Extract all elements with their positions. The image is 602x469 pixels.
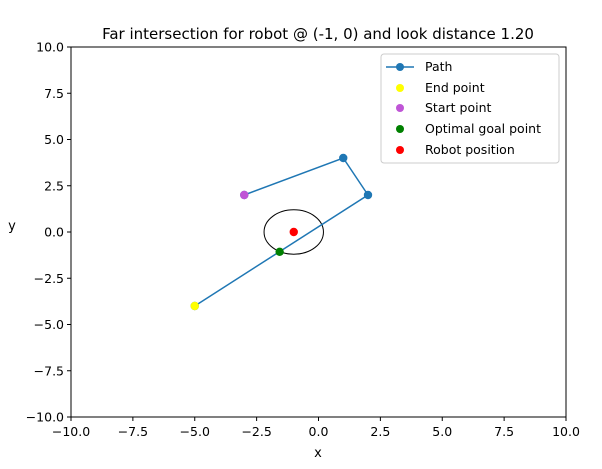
y-tick-label: −2.5 [34, 271, 64, 286]
y-tick-label: 7.5 [44, 86, 64, 101]
x-axis-label: x [314, 446, 322, 461]
y-axis: −10.0 −7.5 −5.0 −2.5 0.0 2.5 5.0 7.5 10.0 [26, 40, 71, 425]
y-tick-label: 5.0 [44, 132, 64, 147]
x-tick-label: 10.0 [552, 424, 580, 439]
legend-frame [380, 53, 560, 164]
legend-entry-path: Path [386, 59, 452, 74]
x-tick-label: 2.5 [370, 424, 390, 439]
x-axis: −10.0 −7.5 −5.0 −2.5 0.0 2.5 5.0 7.5 10.0 [52, 417, 580, 439]
legend-entry-robot: Robot position [396, 142, 515, 157]
x-tick-label: −10.0 [52, 424, 90, 439]
legend-goal-point-marker [396, 125, 404, 133]
legend-path-label: Path [425, 59, 452, 74]
y-tick-label: −10.0 [26, 410, 64, 425]
x-tick-label: 5.0 [432, 424, 452, 439]
legend-end-point-marker [396, 84, 404, 92]
x-tick-label: −7.5 [118, 424, 148, 439]
y-axis-label: y [8, 219, 16, 234]
x-tick-label: 0.0 [309, 424, 329, 439]
legend-path-marker [396, 63, 404, 71]
y-tick-label: −5.0 [34, 317, 64, 332]
x-tick-label: −5.0 [180, 424, 210, 439]
start-point-marker [240, 190, 249, 200]
goal-point-marker [275, 247, 284, 256]
legend-start-point-marker [396, 104, 404, 112]
end-point-marker [190, 301, 199, 311]
legend: Path End point Start point Optimal goal … [380, 53, 560, 164]
robot-position-marker [289, 227, 298, 237]
y-tick-label: 10.0 [36, 40, 64, 55]
legend-entry-end-point: End point [396, 80, 485, 95]
x-tick-label: 7.5 [494, 424, 514, 439]
y-tick-label: 0.0 [44, 225, 64, 240]
plot-area [190, 153, 373, 311]
look-distance-circle [263, 209, 324, 255]
chart-title: Far intersection for robot @ (-1, 0) and… [102, 25, 534, 43]
legend-robot-marker [396, 146, 404, 154]
y-tick-label: −7.5 [34, 363, 64, 378]
x-tick-label: −2.5 [241, 424, 271, 439]
path-point [363, 190, 373, 200]
y-tick-label: 2.5 [44, 178, 64, 193]
legend-robot-label: Robot position [425, 142, 515, 157]
legend-end-point-label: End point [425, 80, 485, 95]
legend-entry-start-point: Start point [396, 100, 491, 115]
legend-start-point-label: Start point [425, 100, 491, 115]
path-point [339, 153, 348, 163]
legend-entry-goal-point: Optimal goal point [396, 121, 541, 136]
legend-goal-point-label: Optimal goal point [425, 121, 541, 136]
